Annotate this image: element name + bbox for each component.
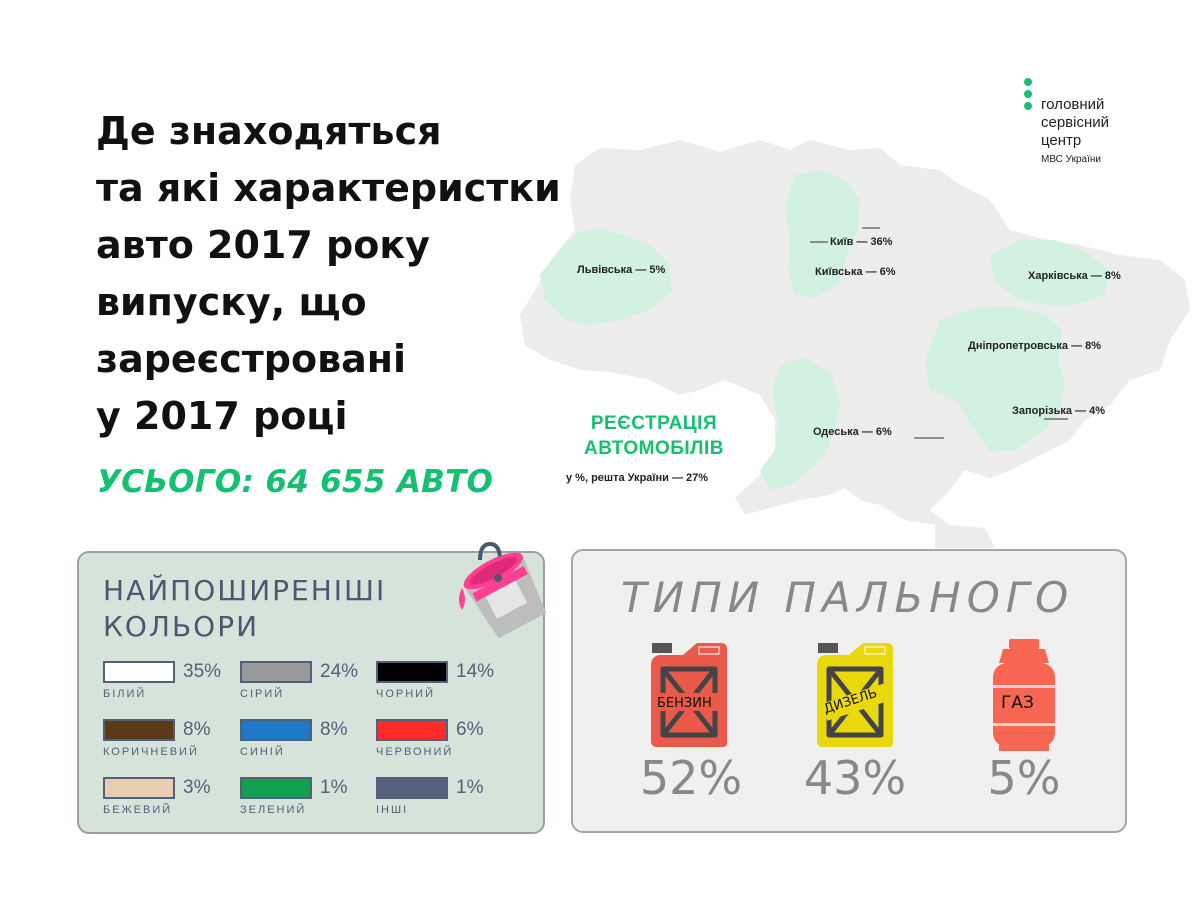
region-kyiv-oblast: [785, 170, 860, 298]
logo-text: головний сервісний центр: [1041, 96, 1109, 150]
color-item-red: 6% ЧЕРВОНИЙ: [376, 719, 516, 763]
color-percent: 8%: [183, 719, 211, 740]
gas-label: ГАЗ: [1001, 693, 1034, 713]
title-line: Де знаходяться: [96, 109, 442, 153]
colors-panel-title: НАЙПОШИРЕНІШІ КОЛЬОРИ: [103, 573, 386, 645]
color-percent: 14%: [456, 661, 495, 682]
region-odesa: [760, 358, 840, 490]
page-title: Де знаходяться та які характеристки авто…: [96, 103, 596, 445]
color-item-blue: 8% СИНІЙ: [240, 719, 380, 763]
colors-panel: НАЙПОШИРЕНІШІ КОЛЬОРИ 35% БІЛИЙ 24% СІРИ…: [77, 551, 545, 834]
gas-cylinder-icon: [993, 639, 1055, 751]
region-dnipro-zaporizhzhia: [925, 306, 1065, 452]
color-swatch: [240, 661, 312, 683]
colors-title-line: НАЙПОШИРЕНІШІ: [103, 574, 387, 607]
map-label-kharkiv: Харківська — 8%: [1028, 270, 1121, 282]
color-name: ЧОРНИЙ: [376, 688, 435, 700]
color-swatch: [103, 661, 175, 683]
color-item-white: 35% БІЛИЙ: [103, 661, 243, 705]
color-item-grey: 24% СІРИЙ: [240, 661, 380, 705]
ukraine-map: [520, 140, 1190, 548]
color-item-green: 1% ЗЕЛЕНИЙ: [240, 777, 380, 821]
logo-subtitle: МВС України: [1041, 154, 1101, 165]
color-item-other: 1% ІНШІ: [376, 777, 516, 821]
gas-percent: 5%: [987, 751, 1061, 805]
color-percent: 1%: [456, 777, 484, 798]
logo-line: сервісний: [1041, 114, 1110, 131]
color-swatch: [376, 661, 448, 683]
color-percent: 6%: [456, 719, 484, 740]
color-name: БЕЖЕВИЙ: [103, 804, 173, 816]
title-line: та які характеристки: [96, 166, 561, 210]
registration-title: РЕЄСТРАЦІЯ АВТОМОБІЛІВ: [564, 411, 744, 461]
colors-title-line: КОЛЬОРИ: [103, 610, 260, 643]
diesel-percent: 43%: [803, 751, 907, 805]
registration-title-line: АВТОМОБІЛІВ: [583, 438, 724, 459]
color-name: ІНШІ: [376, 804, 409, 816]
total-cars: УСЬОГО: 64 655 АВТО: [97, 464, 494, 500]
color-item-black: 14% ЧОРНИЙ: [376, 661, 516, 705]
paint-bucket-icon: [459, 541, 547, 638]
map-label-zaporizhzhia: Запорізька — 4%: [1012, 405, 1106, 417]
logo-dots-icon: [1024, 78, 1032, 114]
color-swatch: [240, 777, 312, 799]
map-label-odesa: Одеська — 6%: [813, 426, 892, 438]
color-percent: 24%: [320, 661, 359, 682]
color-name: СИНІЙ: [240, 746, 285, 758]
registration-note: у %, решта України — 27%: [566, 472, 709, 484]
region-kharkiv: [990, 240, 1110, 305]
map-label-dnipro: Дніпропетровська — 8%: [968, 340, 1102, 352]
color-name: БІЛИЙ: [103, 688, 147, 700]
fuel-panel: ТИПИ ПАЛЬНОГО БЕНЗИН ДИЗЕЛЬ ГАЗ 52% 43% …: [571, 549, 1127, 833]
logo-line: центр: [1041, 132, 1082, 149]
color-percent: 35%: [183, 661, 222, 682]
title-line: зареєстровані: [96, 337, 407, 381]
title-line: випуску, що: [96, 280, 367, 324]
color-name: СІРИЙ: [240, 688, 285, 700]
map-label-kyiv: Київ — 36%: [830, 236, 893, 248]
petrol-percent: 52%: [639, 751, 743, 805]
color-name: ЗЕЛЕНИЙ: [240, 804, 307, 816]
color-name: КОРИЧНЕВИЙ: [103, 746, 199, 758]
petrol-label: БЕНЗИН: [657, 696, 712, 711]
color-name: ЧЕРВОНИЙ: [376, 746, 454, 758]
fuel-panel-title: ТИПИ ПАЛЬНОГО: [621, 573, 1075, 622]
title-line: у 2017 році: [96, 394, 348, 438]
color-swatch: [103, 719, 175, 741]
color-swatch: [376, 719, 448, 741]
color-percent: 3%: [183, 777, 211, 798]
petrol-canister-icon: [651, 643, 727, 747]
color-swatch: [376, 777, 448, 799]
color-percent: 8%: [320, 719, 348, 740]
color-item-brown: 8% КОРИЧНЕВИЙ: [103, 719, 243, 763]
registration-title-line: РЕЄСТРАЦІЯ: [590, 413, 718, 434]
map-leader-lines: [810, 227, 1068, 439]
title-line: авто 2017 року: [96, 223, 430, 267]
logo-line: головний: [1041, 96, 1105, 113]
region-lviv: [540, 228, 672, 325]
diesel-canister-icon: [817, 643, 893, 747]
map-label-kyiv-oblast: Київська — 6%: [815, 266, 896, 278]
color-percent: 1%: [320, 777, 348, 798]
color-swatch: [240, 719, 312, 741]
color-item-beige: 3% БЕЖЕВИЙ: [103, 777, 243, 821]
map-label-lviv: Львівська — 5%: [577, 264, 666, 276]
color-swatch: [103, 777, 175, 799]
